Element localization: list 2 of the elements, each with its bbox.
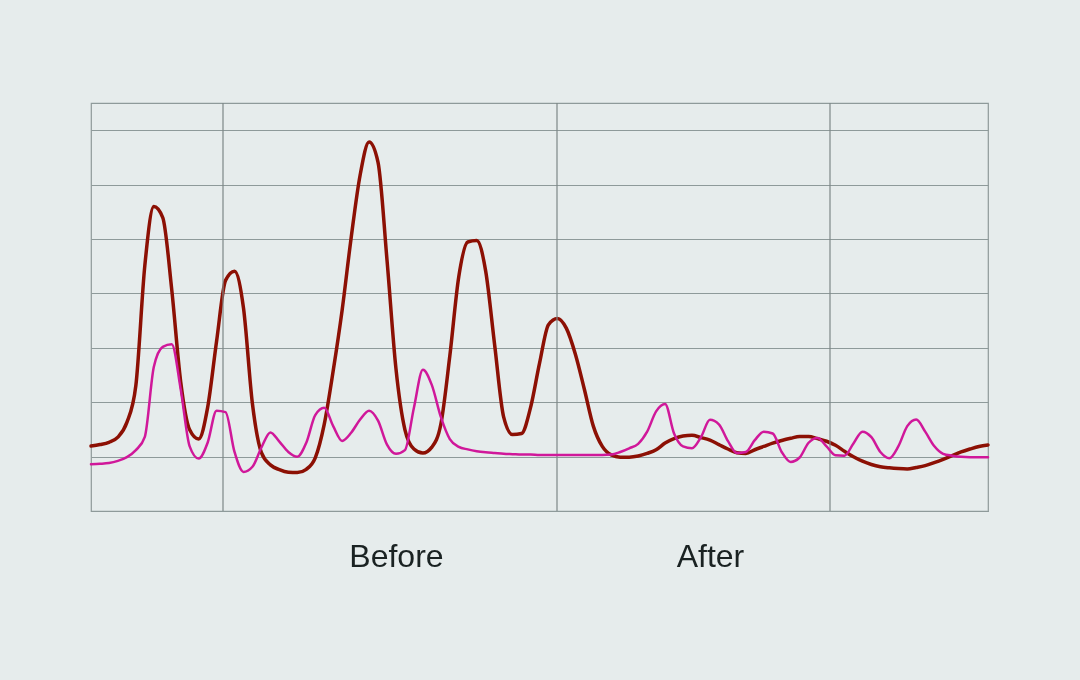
x-tick-label: Before [349, 537, 444, 574]
x-tick-label: After [676, 537, 745, 574]
